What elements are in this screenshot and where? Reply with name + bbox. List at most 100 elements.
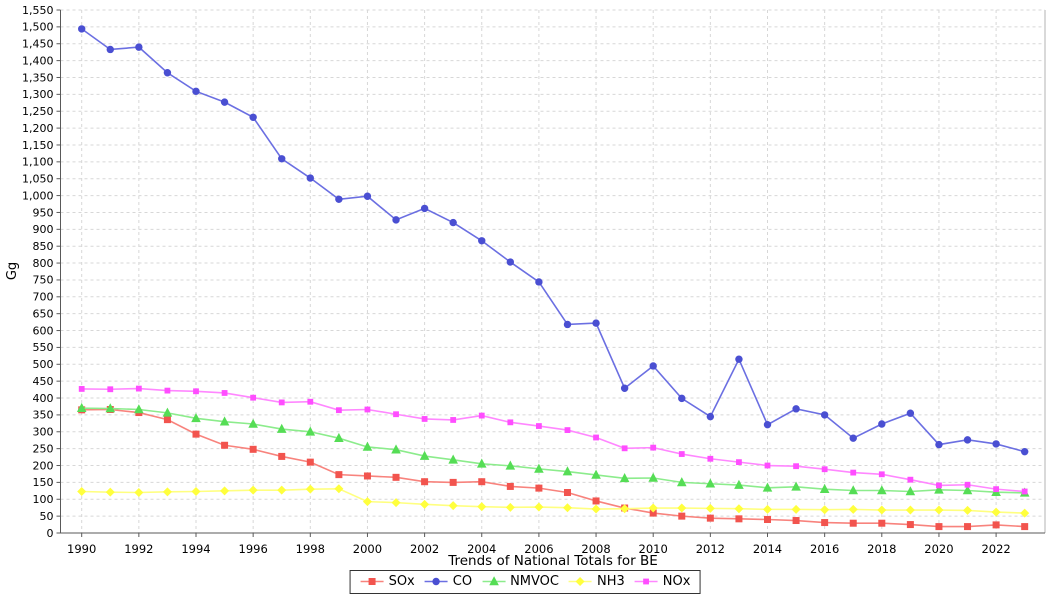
data-point-co [278, 155, 286, 163]
data-point-nox [643, 578, 650, 585]
data-point-nmvoc [562, 466, 573, 476]
data-point-co [449, 218, 457, 227]
data-point-co [878, 420, 886, 428]
data-point-nmvoc [305, 426, 316, 436]
y-tick-label: 600 [33, 324, 54, 337]
data-point-co [649, 362, 657, 370]
data-point-nox [793, 463, 799, 470]
data-point-nh3 [277, 485, 287, 495]
data-point-nh3 [162, 487, 172, 497]
data-point-co [106, 45, 114, 54]
data-point-sox [221, 441, 229, 449]
x-tick-label: 2018 [867, 542, 896, 556]
data-point-nmvoc [934, 484, 944, 494]
data-point-co [478, 237, 486, 245]
legend-item-co: CO [424, 574, 472, 589]
data-point-co [363, 192, 372, 200]
data-point-nox [335, 407, 342, 414]
y-tick-label: 1,000 [22, 189, 54, 202]
data-point-sox [592, 497, 600, 505]
data-point-nox [536, 423, 542, 429]
x-tick-label: 2022 [981, 542, 1010, 556]
data-point-nox [78, 386, 85, 392]
data-point-co [592, 319, 600, 327]
data-point-sox [192, 430, 200, 438]
data-point-nmvoc [705, 478, 716, 488]
x-tick-label: 1992 [124, 542, 153, 556]
data-point-nox [107, 386, 114, 393]
x-tick-label: 2002 [410, 542, 439, 556]
data-point-nox [707, 455, 714, 462]
data-point-co [678, 394, 686, 403]
data-point-sox [478, 478, 486, 486]
data-point-co [763, 420, 772, 429]
data-point-nh3 [575, 577, 585, 586]
data-point-nox [478, 412, 485, 419]
data-point-sox [992, 521, 1000, 529]
co-legend-marker-icon [424, 577, 448, 586]
sox-legend-marker-icon [360, 578, 384, 585]
data-point-sox [506, 482, 514, 490]
data-point-nh3 [705, 503, 715, 513]
data-point-co [735, 355, 743, 363]
x-tick-label: 2014 [753, 542, 782, 556]
data-point-nmvoc [648, 472, 658, 482]
y-tick-label: 550 [33, 341, 54, 354]
data-point-nmvoc [962, 485, 973, 495]
data-point-sox [821, 519, 829, 527]
data-point-nh3 [677, 503, 687, 513]
data-point-co [306, 174, 314, 182]
data-point-nmvoc [676, 477, 687, 487]
data-point-co [506, 258, 515, 266]
chart-title: Trends of National Totals for BE [447, 553, 658, 569]
series-line-co [81, 28, 1025, 453]
y-tick-label: 500 [33, 358, 54, 371]
data-point-nh3 [820, 505, 830, 515]
data-point-nmvoc [819, 483, 830, 493]
data-point-nh3 [763, 504, 772, 514]
series-line-sox [81, 408, 1025, 528]
legend-item-nmvoc: NMVOC [481, 574, 559, 589]
data-point-nox [650, 444, 657, 451]
data-point-co [249, 113, 257, 122]
data-point-nmvoc [488, 576, 499, 586]
x-tick-label: 1990 [67, 542, 96, 556]
data-point-nmvoc [476, 458, 487, 468]
data-point-sox [792, 517, 800, 525]
data-point-co [963, 436, 972, 444]
data-point-nox [678, 451, 685, 457]
data-point-nmvoc [505, 460, 516, 470]
y-tick-label: 750 [33, 274, 54, 287]
data-point-nox [421, 416, 428, 422]
data-point-nh3 [734, 504, 744, 514]
series-line-nh3 [81, 487, 1025, 514]
data-point-nox [993, 486, 999, 493]
data-point-sox [706, 514, 714, 522]
y-tick-label: 50 [40, 510, 54, 523]
x-tick-label: 2008 [581, 542, 610, 556]
data-point-nmvoc [248, 418, 258, 428]
data-point-nox [621, 445, 628, 452]
data-point-co [792, 405, 800, 413]
data-point-nmvoc [762, 482, 773, 492]
data-point-nox [964, 481, 971, 488]
data-point-nox [564, 427, 571, 433]
data-point-nh3 [77, 487, 87, 496]
data-point-nh3 [905, 505, 915, 515]
data-point-nh3 [791, 504, 801, 514]
data-point-sox [1021, 523, 1029, 531]
data-point-sox [878, 519, 886, 527]
data-point-sox [849, 519, 857, 527]
data-point-sox [249, 445, 257, 453]
data-point-nox [221, 390, 228, 396]
y-tick-label: 850 [33, 240, 54, 253]
y-tick-label: 400 [33, 392, 54, 405]
data-point-nox [850, 469, 857, 476]
data-point-co [849, 434, 857, 442]
data-point-nh3 [505, 502, 515, 512]
data-point-nmvoc [591, 469, 601, 479]
data-point-nox [936, 482, 942, 489]
data-point-nh3 [448, 501, 458, 511]
data-point-nmvoc [76, 402, 87, 412]
data-point-nmvoc [391, 444, 401, 454]
